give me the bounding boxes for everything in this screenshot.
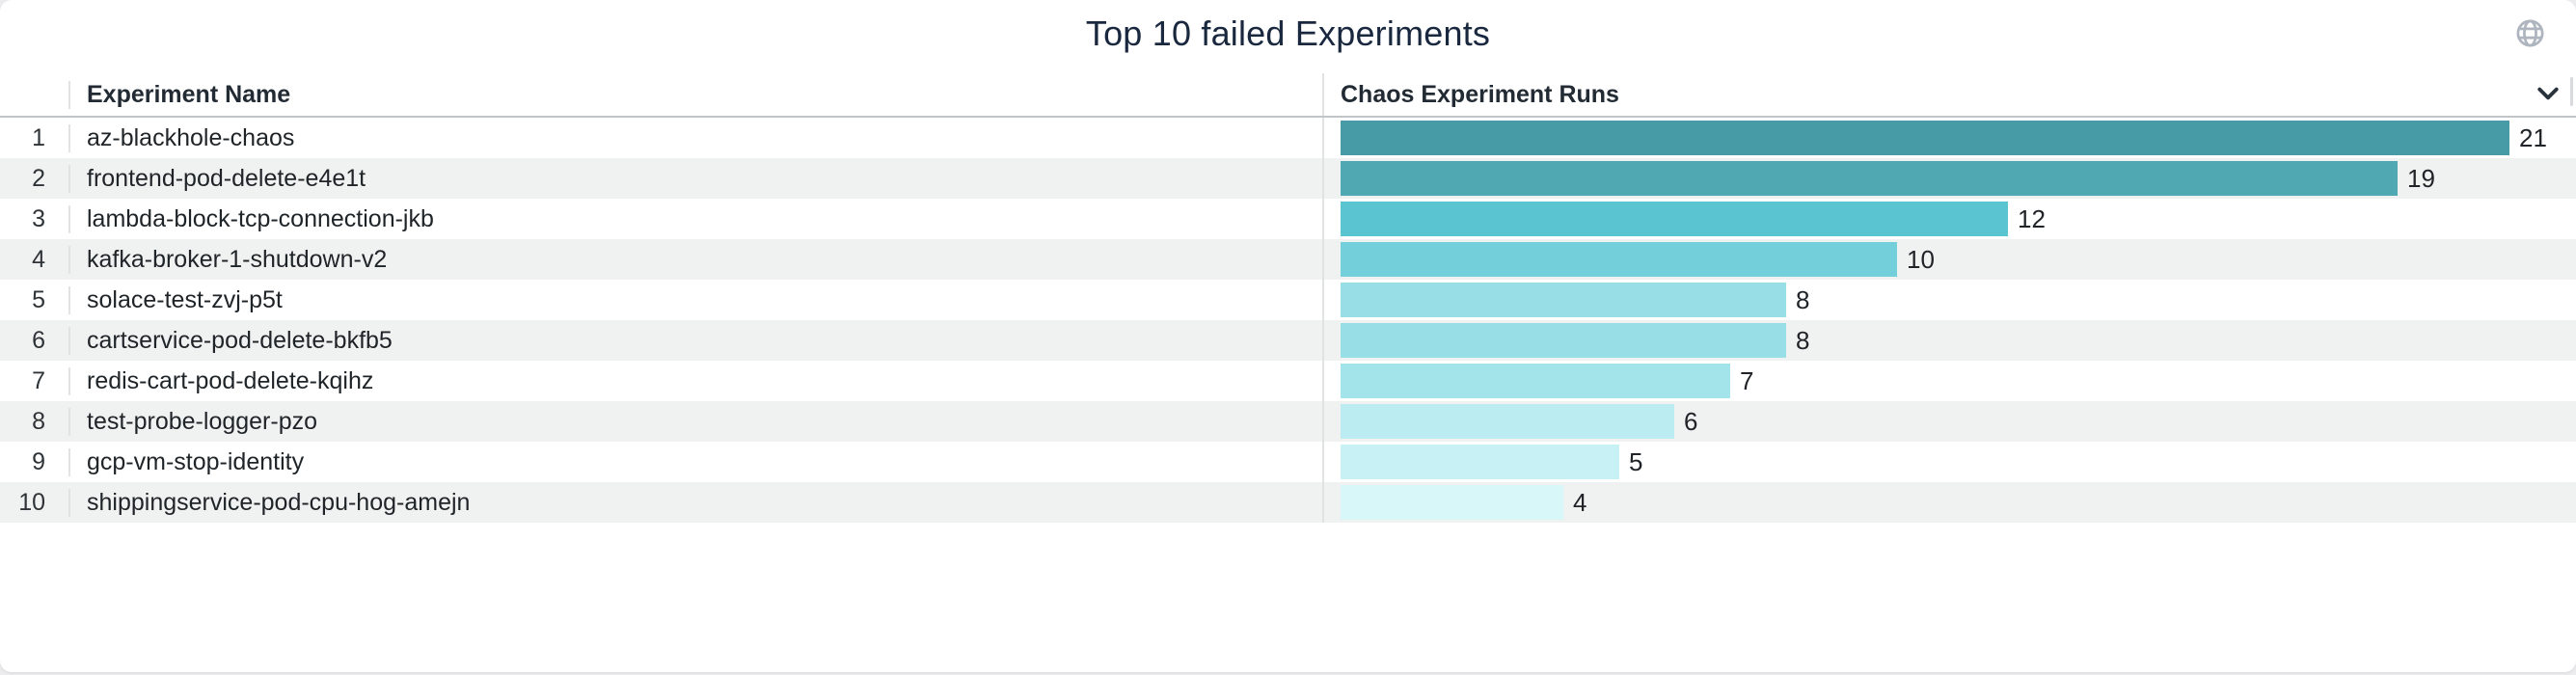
experiment-runs-bar [1341, 485, 1563, 520]
experiment-runs-bar [1341, 404, 1674, 439]
experiment-name: frontend-pod-delete-e4e1t [68, 164, 1322, 193]
bar-cell: 10 [1322, 239, 2576, 280]
experiment-name: lambda-block-tcp-connection-jkb [68, 204, 1322, 233]
table-row: 9 gcp-vm-stop-identity 5 [0, 442, 2576, 482]
globe-icon [2516, 19, 2544, 47]
experiment-name: solace-test-zvj-p5t [68, 285, 1322, 314]
experiment-runs-bar [1341, 323, 1786, 358]
table-body: 1 az-blackhole-chaos 21 2 frontend-pod-delet… [0, 118, 2576, 523]
row-rank: 7 [32, 366, 45, 394]
bar-cell: 21 [1322, 118, 2576, 158]
table-row: 1 az-blackhole-chaos 21 [0, 118, 2576, 158]
bar-cell: 8 [1322, 280, 2576, 320]
table-row: 7 redis-cart-pod-delete-kqihz 7 [0, 361, 2576, 401]
table-row: 2 frontend-pod-delete-e4e1t 19 [0, 158, 2576, 199]
bar-value-label: 19 [2407, 163, 2435, 193]
bar-value-label: 6 [1684, 406, 1698, 436]
table-header-row: Experiment Name Chaos Experiment Runs [0, 73, 2576, 118]
experiment-runs-bar [1341, 121, 2509, 155]
experiment-name-column-header: Experiment Name [68, 80, 1322, 109]
experiment-runs-bar [1341, 202, 2008, 236]
bar-value-label: 5 [1629, 446, 1643, 476]
bar-value-label: 10 [1907, 244, 1935, 274]
row-rank: 6 [32, 326, 45, 354]
bar-cell: 6 [1322, 401, 2576, 442]
bar-value-label: 7 [1740, 365, 1754, 395]
bar-cell: 4 [1322, 482, 2576, 523]
bar-cell: 5 [1322, 442, 2576, 482]
bar-cell: 12 [1322, 199, 2576, 239]
table-row: 4 kafka-broker-1-shutdown-v2 10 [0, 239, 2576, 280]
chevron-down-icon[interactable] [2534, 79, 2562, 108]
row-rank: 2 [32, 164, 45, 192]
bar-value-label: 8 [1796, 284, 1810, 314]
experiment-runs-bar [1341, 242, 1897, 277]
experiment-name: gcp-vm-stop-identity [68, 447, 1322, 476]
bar-value-label: 8 [1796, 325, 1810, 355]
experiment-name: az-blackhole-chaos [68, 123, 1322, 152]
experiment-runs-bar [1341, 283, 1786, 317]
experiment-name: kafka-broker-1-shutdown-v2 [68, 245, 1322, 274]
row-rank: 4 [32, 245, 45, 273]
experiment-name: redis-cart-pod-delete-kqihz [68, 366, 1322, 395]
bar-cell: 8 [1322, 320, 2576, 361]
scrollbar-thumb[interactable] [2570, 77, 2573, 106]
experiment-runs-bar [1341, 445, 1619, 479]
table-row: 8 test-probe-logger-pzo 6 [0, 401, 2576, 442]
chart-title: Top 10 failed Experiments [1085, 14, 1491, 53]
row-rank: 8 [32, 407, 45, 435]
row-rank: 10 [18, 488, 45, 516]
row-rank: 3 [32, 204, 45, 232]
experiment-runs-bar [1341, 161, 2398, 196]
experiment-runs-bar [1341, 364, 1730, 398]
bar-value-label: 12 [2018, 203, 2046, 233]
bar-value-label: 21 [2519, 122, 2547, 152]
table-row: 10 shippingservice-pod-cpu-hog-amejn 4 [0, 482, 2576, 523]
table-row: 3 lambda-block-tcp-connection-jkb 12 [0, 199, 2576, 239]
experiment-name: shippingservice-pod-cpu-hog-amejn [68, 488, 1322, 517]
table-row: 6 cartservice-pod-delete-bkfb5 8 [0, 320, 2576, 361]
row-rank: 9 [32, 447, 45, 475]
row-rank: 5 [32, 285, 45, 313]
bar-value-label: 4 [1573, 487, 1587, 517]
chaos-experiment-runs-column-header: Chaos Experiment Runs [1322, 73, 2576, 116]
row-rank: 1 [32, 123, 45, 151]
bar-cell: 19 [1322, 158, 2576, 199]
table-row: 5 solace-test-zvj-p5t 8 [0, 280, 2576, 320]
experiment-name: cartservice-pod-delete-bkfb5 [68, 326, 1322, 355]
experiment-name: test-probe-logger-pzo [68, 407, 1322, 436]
bar-cell: 7 [1322, 361, 2576, 401]
